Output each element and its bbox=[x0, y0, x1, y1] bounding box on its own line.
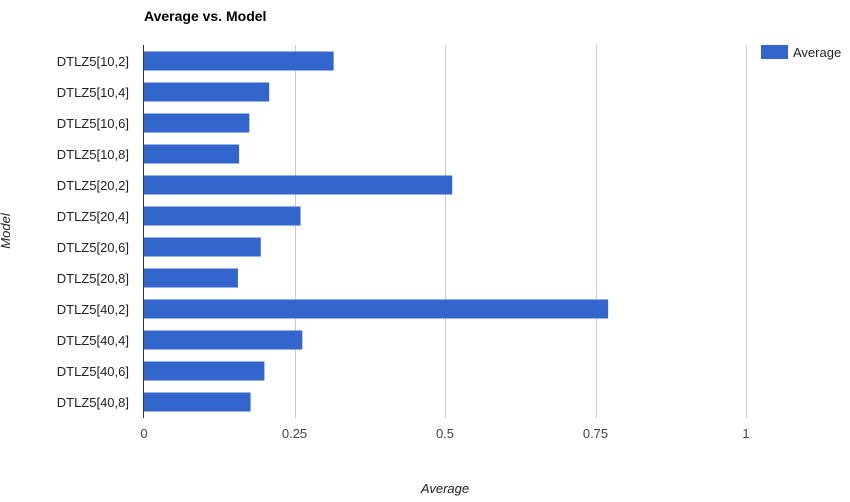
bars bbox=[144, 51, 609, 412]
category-label: DTLZ5[10,2] bbox=[57, 54, 129, 69]
x-axis-title: Average bbox=[420, 481, 469, 496]
bar bbox=[144, 392, 251, 412]
chart-title: Average vs. Model bbox=[144, 8, 266, 24]
bar bbox=[144, 268, 238, 288]
legend-label-average: Average bbox=[793, 45, 841, 60]
category-label: DTLZ5[40,4] bbox=[57, 333, 129, 348]
y-axis-title: Model bbox=[0, 212, 13, 249]
x-tick-labels: 0 0.25 0.5 0.75 1 bbox=[140, 426, 749, 441]
legend: Average bbox=[761, 45, 841, 60]
category-label: DTLZ5[40,6] bbox=[57, 364, 129, 379]
x-tick-label: 0 bbox=[140, 426, 147, 441]
bar bbox=[144, 144, 240, 164]
bar bbox=[144, 113, 250, 133]
category-label: DTLZ5[40,2] bbox=[57, 302, 129, 317]
category-label: DTLZ5[20,8] bbox=[57, 271, 129, 286]
x-tick-label: 0.75 bbox=[583, 426, 608, 441]
gridlines bbox=[295, 45, 747, 418]
bar bbox=[144, 51, 334, 71]
category-labels: DTLZ5[10,2] DTLZ5[10,4] DTLZ5[10,6] DTLZ5[1… bbox=[57, 54, 129, 410]
x-tick-label: 0.25 bbox=[282, 426, 307, 441]
x-tick-label: 0.5 bbox=[436, 426, 454, 441]
bar bbox=[144, 175, 453, 195]
category-label: DTLZ5[10,4] bbox=[57, 85, 129, 100]
bar bbox=[144, 82, 270, 102]
bar bbox=[144, 330, 303, 350]
category-label: DTLZ5[20,2] bbox=[57, 178, 129, 193]
category-label: DTLZ5[40,8] bbox=[57, 395, 129, 410]
category-label: DTLZ5[10,6] bbox=[57, 116, 129, 131]
legend-swatch bbox=[761, 45, 788, 59]
bar bbox=[144, 361, 265, 381]
bar bbox=[144, 299, 609, 319]
bar bbox=[144, 237, 261, 257]
bar bbox=[144, 206, 301, 226]
x-tick-label: 1 bbox=[742, 426, 749, 441]
category-label: DTLZ5[20,6] bbox=[57, 240, 129, 255]
category-label: DTLZ5[20,4] bbox=[57, 209, 129, 224]
category-label: DTLZ5[10,8] bbox=[57, 147, 129, 162]
